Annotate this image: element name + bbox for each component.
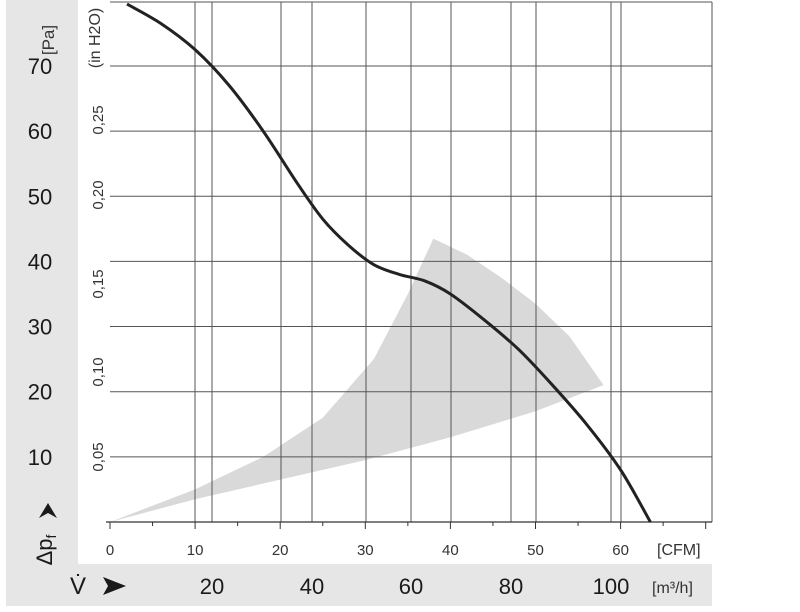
- in-h2o-tick-label: 0,20: [90, 180, 107, 209]
- cfm-tick-label: 50: [527, 542, 544, 559]
- flow-axis-label: V̇: [70, 572, 86, 600]
- pa-tick-label: 60: [28, 119, 52, 144]
- cfm-tick-label: 60: [612, 542, 629, 559]
- in-h2o-tick-label: 0,25: [90, 105, 107, 134]
- cfm-tick-label: 30: [357, 542, 374, 559]
- left-axis-band: [6, 0, 78, 564]
- operating-range-layer: [110, 238, 604, 522]
- cfm-tick-label: 40: [442, 542, 459, 559]
- operating-range-area: [110, 238, 604, 522]
- m3h-tick-label: 100: [593, 574, 630, 599]
- cfm-tick-label: 0: [106, 542, 114, 559]
- pa-tick-label: 40: [28, 249, 52, 274]
- flow-arrow-icon: [103, 577, 126, 595]
- cfm-tick-label: 10: [187, 542, 204, 559]
- m3h-tick-label: 40: [300, 574, 324, 599]
- pa-tick-label: 70: [28, 54, 52, 79]
- m3h-tick-label: 20: [200, 574, 224, 599]
- in-h2o-tick-label: 0,15: [90, 269, 107, 298]
- in-h2o-unit-label: (in H2O): [87, 8, 104, 68]
- cfm-tick-label: 20: [272, 542, 289, 559]
- delta-p-arrow-icon: [39, 503, 57, 518]
- m3h-tick-label: 80: [499, 574, 523, 599]
- delta-p-axis-label: Δpf: [32, 534, 59, 565]
- fan-characteristic-curve: [126, 2, 652, 523]
- bottom-axis-band: [6, 564, 712, 606]
- pa-unit-label: [Pa]: [39, 25, 58, 55]
- cfm-unit-label: [CFM]: [657, 542, 701, 559]
- pa-tick-label: 50: [28, 184, 52, 209]
- in-h2o-tick-label: 0,10: [90, 357, 107, 386]
- curve-layer: [126, 2, 652, 523]
- m3h-tick-label: 60: [399, 574, 423, 599]
- label-layer: [Pa] (in H2O) Δpf [CFM] V̇ [m³/h] 10 20 30…: [28, 8, 701, 600]
- pa-tick-label: 20: [28, 380, 52, 405]
- pa-tick-label: 30: [28, 315, 52, 340]
- pa-tick-label: 10: [28, 445, 52, 470]
- m3h-unit-label: [m³/h]: [652, 580, 693, 597]
- in-h2o-tick-label: 0,05: [90, 442, 107, 471]
